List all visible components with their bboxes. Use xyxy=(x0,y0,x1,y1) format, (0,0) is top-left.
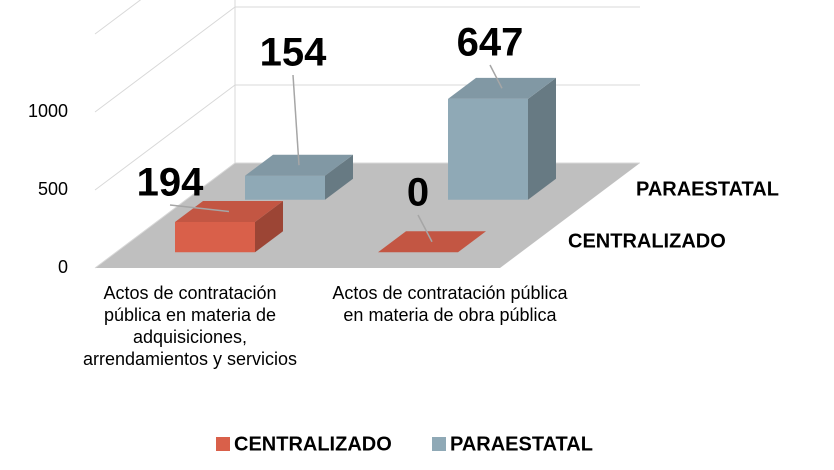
bar-side xyxy=(325,154,353,200)
y-tick-label: 500 xyxy=(38,179,68,199)
leader-line xyxy=(417,214,433,243)
legend-swatch xyxy=(432,437,446,451)
y-tick-label: 0 xyxy=(58,257,68,277)
bar-front xyxy=(448,98,528,200)
depth-label: CENTRALIZADO xyxy=(568,230,726,252)
x-tick-label: Actos de contratación pública en materia… xyxy=(82,283,298,369)
bar-front xyxy=(175,221,255,253)
data-label: 0 xyxy=(407,171,429,215)
leader-line xyxy=(292,74,300,166)
legend-label: PARAESTATAL xyxy=(450,433,593,455)
data-label: 194 xyxy=(137,161,204,205)
y-tick-label: 1000 xyxy=(28,101,68,121)
grid-line xyxy=(94,0,142,35)
bar-side xyxy=(528,77,556,200)
leader-line xyxy=(169,204,230,213)
data-label: 154 xyxy=(260,31,327,75)
bar-front xyxy=(245,175,325,200)
bar-side xyxy=(255,200,283,253)
leader-line xyxy=(489,64,503,89)
grid-line xyxy=(94,6,640,113)
legend-swatch xyxy=(216,437,230,451)
x-tick-label: Actos de contratación pública en materia… xyxy=(332,283,568,325)
legend-label: CENTRALIZADO xyxy=(234,433,392,455)
data-label: 647 xyxy=(457,21,524,65)
depth-label: PARAESTATAL xyxy=(636,178,779,200)
